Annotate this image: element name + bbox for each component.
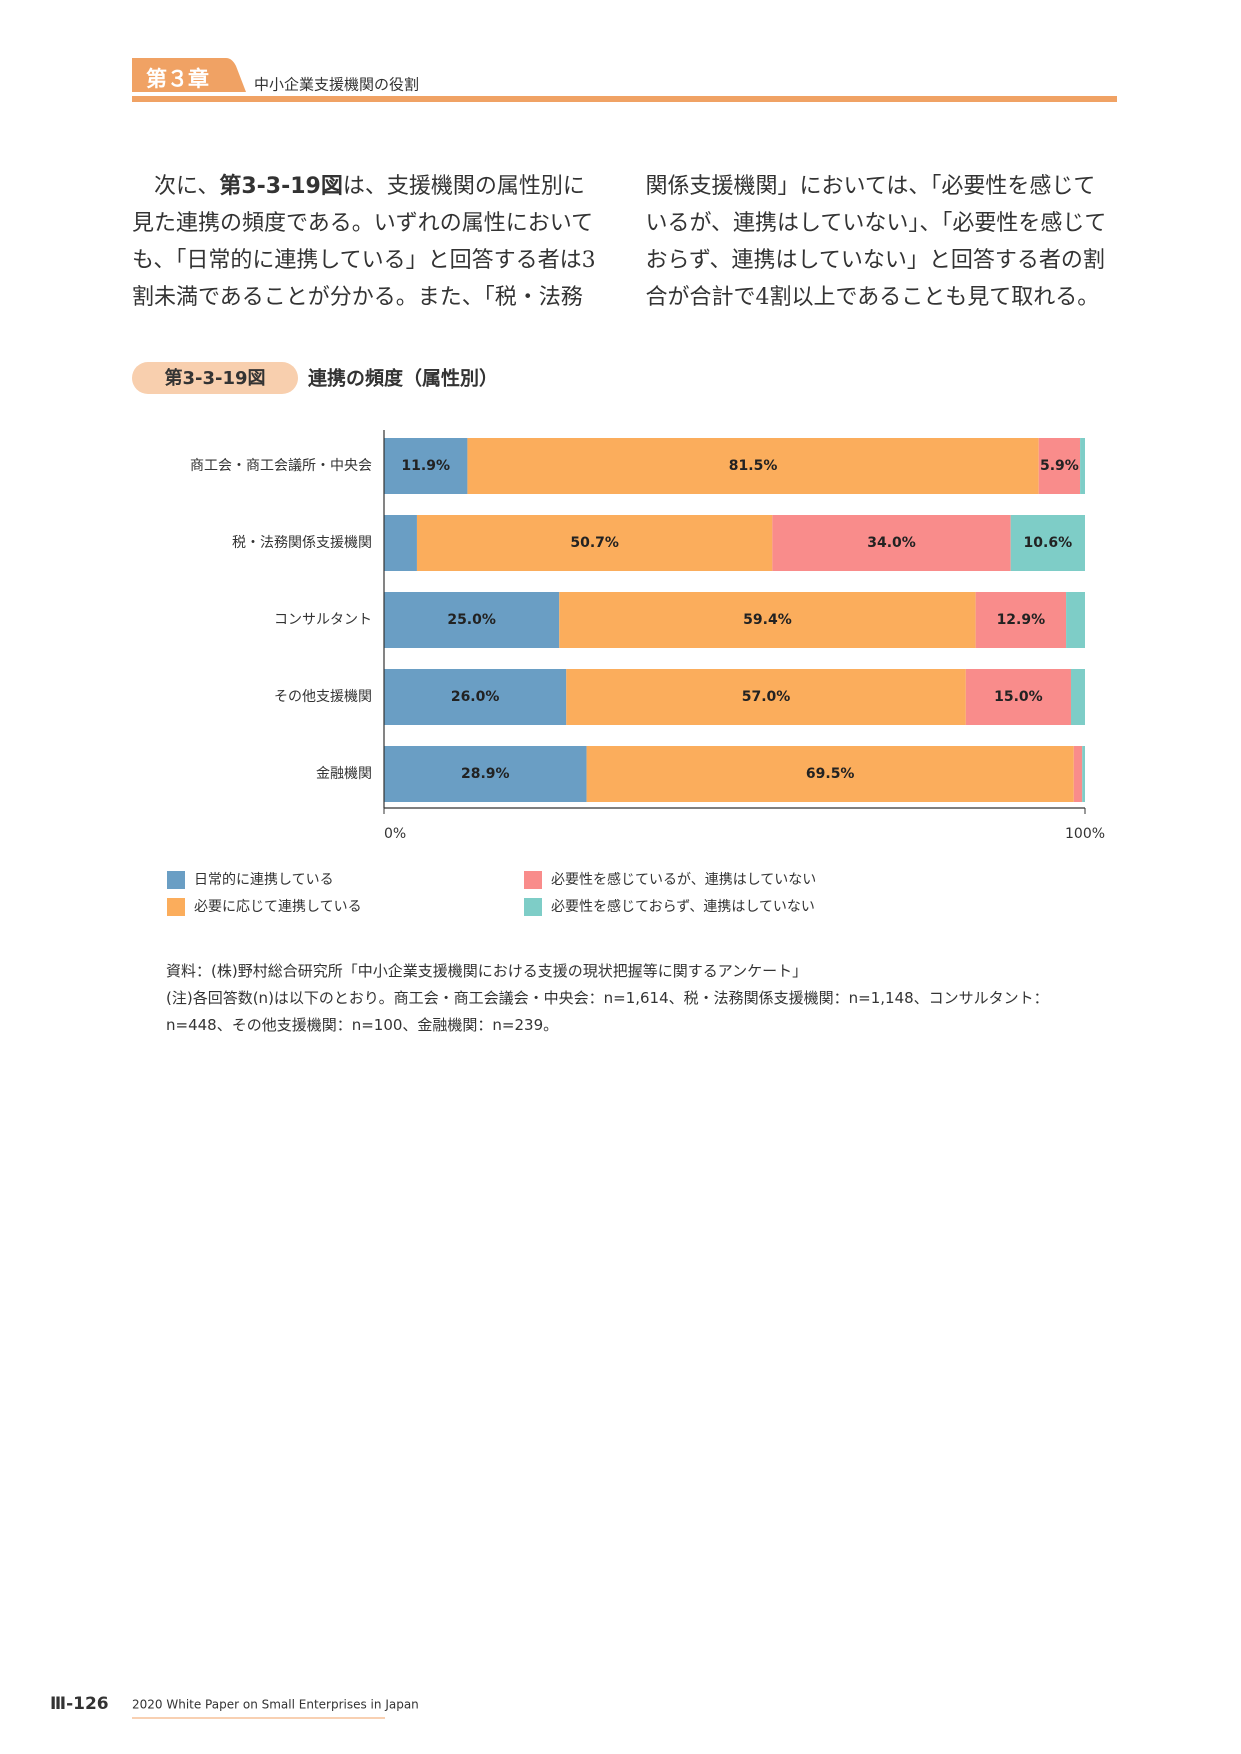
value-label: 10.6% [1024, 535, 1073, 551]
bar-segment [1080, 438, 1085, 494]
bar-segment [965, 669, 1071, 725]
value-label: 26.0% [451, 689, 500, 705]
bar-segment [1010, 515, 1085, 571]
figure-badge [132, 362, 298, 394]
value-label: 11.9% [401, 458, 450, 474]
page-number: Ⅲ-126 [50, 1694, 109, 1714]
y-tick-label: 商工会・商工会議所・中央会 [190, 457, 372, 474]
bar-segment [384, 746, 587, 802]
legend-label: 必要性を感じているが、連携はしていない [551, 871, 816, 888]
bar-segment [975, 592, 1067, 648]
bar-segment [384, 669, 567, 725]
notes: 資料：(株)野村総合研究所「中小企業支援機関における支援の現状把握等に関するアン… [166, 958, 1076, 1039]
legend-swatch [524, 898, 542, 916]
bar-segment [559, 592, 976, 648]
bar-segment [384, 592, 560, 648]
value-label: 12.9% [997, 612, 1046, 628]
publication: 2020 White Paper on Small Enterprises in… [132, 1698, 419, 1712]
header-rule [132, 96, 1117, 102]
bar-segment [1038, 438, 1081, 494]
legend-swatch [524, 871, 542, 889]
body-text: 次に、 [154, 174, 220, 199]
body-text: は、支援機関の属性別に見た連携の頻度である。いずれの属性においても、「日常的に連… [132, 174, 1107, 310]
value-label: 69.5% [806, 766, 855, 782]
source: 資料：(株)野村総合研究所「中小企業支援機関における支援の現状把握等に関するアン… [166, 962, 808, 980]
x-tick-label: 0% [384, 826, 406, 842]
bar-segment [384, 438, 468, 494]
y-tick-label: コンサルタント [274, 612, 372, 628]
value-label: 59.4% [743, 612, 792, 628]
bar-segment [416, 515, 773, 571]
bar-segment [586, 746, 1074, 802]
header-title: 中小企業支援機関の役割 [254, 76, 419, 94]
bar-segment [772, 515, 1011, 571]
legend-label: 必要に応じて連携している [194, 899, 362, 915]
bar-segment [384, 515, 417, 571]
bar-segment [1073, 746, 1083, 802]
value-label: 25.0% [447, 612, 496, 628]
chapter: 第３章 [146, 67, 209, 91]
legend-swatch [167, 871, 185, 889]
value-label: 28.9% [461, 766, 510, 782]
bar-segment [1070, 669, 1085, 725]
figure-title: 連携の頻度（属性別） [308, 367, 498, 390]
bar-segment [566, 669, 966, 725]
chapter-tab [132, 58, 246, 92]
legend-swatch [167, 898, 185, 916]
value-label: 81.5% [729, 458, 778, 474]
legend-label: 日常的に連携している [194, 872, 334, 888]
figure-ref: 第3-3-19図 [219, 174, 343, 199]
bar-segment [467, 438, 1039, 494]
y-tick-label: その他支援機関 [274, 689, 372, 705]
figure-number: 第3-3-19図 [164, 367, 265, 389]
legend-label: 必要性を感じておらず、連携はしていない [551, 898, 815, 915]
value-label: 57.0% [742, 689, 791, 705]
value-label: 15.0% [994, 689, 1043, 705]
bar-segment [1082, 746, 1085, 802]
body-text: 次に、第3-3-19図は、支援機関の属性別に見た連携の頻度である。いずれの属性に… [132, 168, 1117, 316]
bar-segment [1066, 592, 1085, 648]
y-tick-label: 税・法務関係支援機関 [232, 535, 372, 551]
value-label: 50.7% [570, 535, 619, 551]
y-tick-label: 金融機関 [316, 766, 372, 782]
value-label: 34.0% [867, 535, 916, 551]
value-label: 5.9% [1040, 458, 1079, 474]
x-tick-label: 100% [1065, 826, 1105, 842]
note: (注)各回答数(n)は以下のとおり。商工会・商工会議会・中央会：n=1,614、… [166, 989, 1049, 1034]
